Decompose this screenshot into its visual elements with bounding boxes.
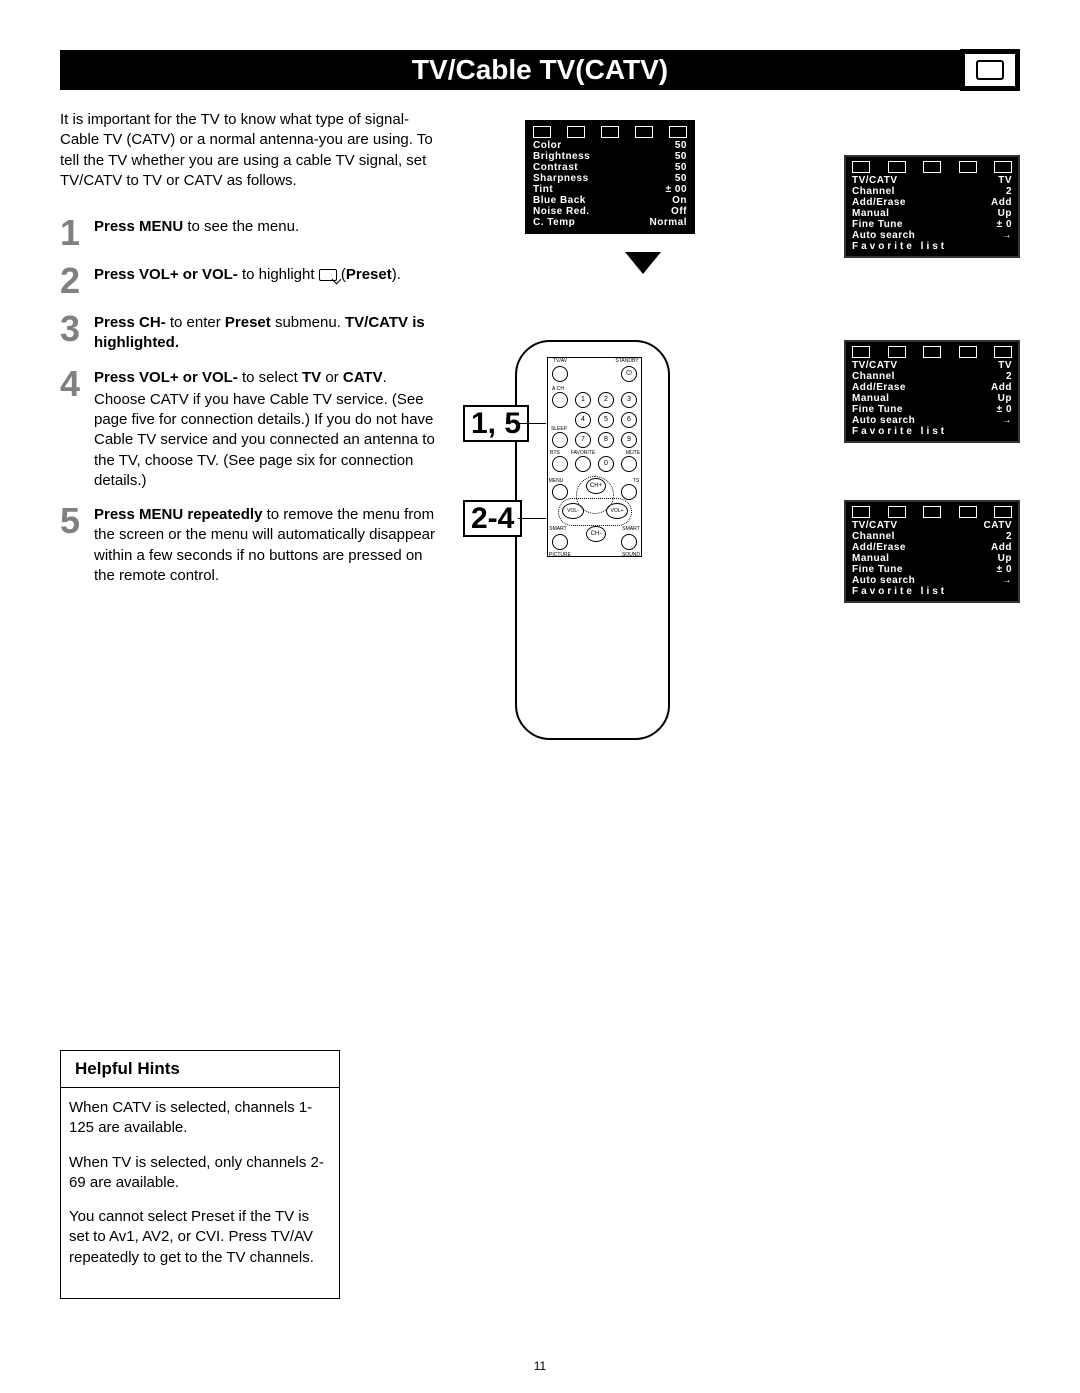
intro-text: It is important for the TV to know what … xyxy=(60,110,440,191)
btn-0[interactable]: 0 xyxy=(598,456,614,472)
menu-button[interactable] xyxy=(552,484,568,500)
remote-keypad: TV/AV STANDBY ⏻ A.CH 1 2 3 4 5 6 SLEEP 7… xyxy=(547,357,642,557)
bts-button[interactable] xyxy=(552,456,568,472)
btn-3[interactable]: 3 xyxy=(621,392,637,408)
btn-2[interactable]: 2 xyxy=(598,392,614,408)
step-5: 5 Press MENU repeatedly to remove the me… xyxy=(60,503,440,586)
osd-pointer-1 xyxy=(625,252,661,274)
standby-button[interactable]: ⏻ xyxy=(621,366,637,382)
preset-icon xyxy=(319,269,337,281)
step-num-3: 3 xyxy=(60,311,94,354)
btn-6[interactable]: 6 xyxy=(621,412,637,428)
osd-tvcatv-c: TV/CATVCATVChannel2Add/EraseAddManualUpF… xyxy=(844,500,1020,603)
step-4: 4 Press VOL+ or VOL- to select TV or CAT… xyxy=(60,366,440,492)
page-number: 11 xyxy=(0,1359,1080,1373)
btn-8[interactable]: 8 xyxy=(598,432,614,448)
smart-picture-button[interactable] xyxy=(552,534,568,550)
mute-button[interactable] xyxy=(621,456,637,472)
hint-3: You cannot select Preset if the TV is se… xyxy=(69,1207,331,1268)
dotted-circle-mid xyxy=(558,498,632,526)
title-bar: TV/Cable TV(CATV) xyxy=(60,50,1020,90)
step-num-2: 2 xyxy=(60,263,94,299)
tvav-button[interactable] xyxy=(552,366,568,382)
step-num-5: 5 xyxy=(60,503,94,586)
btn-5[interactable]: 5 xyxy=(598,412,614,428)
step-1: 1 Press MENU to see the menu. xyxy=(60,215,440,251)
osd-picture: Color50Brightness50Contrast50Sharpness50… xyxy=(525,120,695,234)
smart-sound-button[interactable] xyxy=(621,534,637,550)
osd-tab-icons xyxy=(533,126,687,138)
hints-title: Helpful Hints xyxy=(61,1051,339,1087)
step-3: 3 Press CH- to enter Preset submenu. TV/… xyxy=(60,311,440,354)
sleep-button[interactable] xyxy=(552,432,568,448)
page-title: TV/Cable TV(CATV) xyxy=(412,54,668,86)
btn-7[interactable]: 7 xyxy=(575,432,591,448)
tv-icon xyxy=(960,49,1020,91)
osd-tvcatv-b: TV/CATVTVChannel2Add/EraseAddManualUpFin… xyxy=(844,340,1020,443)
btn-4[interactable]: 4 xyxy=(575,412,591,428)
hint-1: When CATV is selected, channels 1-125 ar… xyxy=(69,1098,331,1139)
remote-control: TV/AV STANDBY ⏻ A.CH 1 2 3 4 5 6 SLEEP 7… xyxy=(515,340,670,740)
btn-1[interactable]: 1 xyxy=(575,392,591,408)
btn-9[interactable]: 9 xyxy=(621,432,637,448)
step-num-1: 1 xyxy=(60,215,94,251)
step-2: 2 Press VOL+ or VOL- to highlight (Prese… xyxy=(60,263,440,299)
ts-button[interactable] xyxy=(621,484,637,500)
hint-2: When TV is selected, only channels 2-69 … xyxy=(69,1153,331,1194)
ach-button[interactable] xyxy=(552,392,568,408)
step-num-4: 4 xyxy=(60,366,94,492)
ch-minus-button[interactable]: CH- xyxy=(586,526,606,542)
favorite-button[interactable] xyxy=(575,456,591,472)
callout-2-4: 2-4 xyxy=(463,500,522,537)
osd-tvcatv-a: TV/CATVTVChannel2Add/EraseAddManualUpFin… xyxy=(844,155,1020,258)
helpful-hints: Helpful Hints When CATV is selected, cha… xyxy=(60,1050,340,1299)
